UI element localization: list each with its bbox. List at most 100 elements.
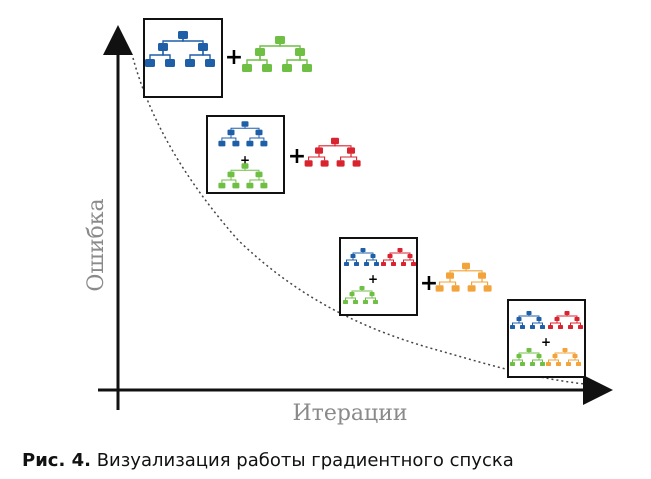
tree-node: [242, 64, 252, 72]
tree-node: [401, 262, 406, 266]
tree-node: [526, 311, 532, 315]
tree-node: [218, 182, 226, 189]
error-curve: [132, 57, 586, 385]
caption-label: Рис. 4.: [22, 450, 91, 471]
tree-node: [373, 300, 378, 304]
x-axis-label: Итерации: [292, 401, 407, 426]
gradient-descent-figure: Ошибка Итерации + + + + + +: [84, 18, 613, 426]
tree-node: [343, 300, 348, 304]
tree-icon: [218, 121, 268, 147]
tree-node: [520, 325, 525, 329]
tree-node: [232, 182, 240, 189]
tree-node: [363, 300, 368, 304]
tree-node: [320, 160, 329, 167]
tree-icon: [510, 311, 545, 329]
tree-node: [516, 354, 522, 358]
tree-node: [145, 59, 155, 67]
tree-node: [510, 362, 515, 366]
figure-caption: Рис. 4. Визуализация работы градиентного…: [22, 450, 514, 471]
tree-icon: [343, 286, 378, 304]
tree-node: [462, 262, 470, 270]
tree-node: [165, 59, 175, 67]
tree-node: [374, 262, 379, 266]
plus-sign: +: [288, 144, 306, 169]
tree-node: [275, 36, 285, 44]
inner-plus-sign: +: [368, 272, 378, 286]
stage-3-box: [339, 237, 418, 316]
tree-node: [554, 317, 560, 321]
tree-node: [241, 121, 249, 127]
tree-node: [562, 348, 568, 352]
stage-2-box: [206, 115, 285, 194]
tree-node: [344, 262, 349, 266]
tree-node: [548, 325, 553, 329]
tree-node: [282, 64, 292, 72]
tree-node: [304, 160, 313, 167]
plus-sign: +: [225, 45, 243, 70]
tree-node: [540, 362, 545, 366]
tree-node: [315, 147, 323, 154]
tree-icon: [145, 31, 215, 67]
tree-node: [295, 48, 305, 56]
tree-node: [536, 354, 542, 358]
tree-icon: [218, 163, 268, 189]
tree-node: [218, 140, 226, 147]
tree-node: [558, 325, 563, 329]
tree-node: [158, 43, 168, 51]
tree-node: [391, 262, 396, 266]
tree-node: [227, 129, 235, 136]
inner-plus-sign: +: [240, 153, 250, 167]
tree-node: [407, 254, 413, 258]
tree-node: [364, 262, 369, 266]
tree-node: [387, 254, 393, 258]
tree-node: [381, 262, 386, 266]
tree-node: [510, 325, 515, 329]
tree-node: [260, 182, 268, 189]
tree-node: [227, 171, 235, 178]
tree-node: [353, 300, 358, 304]
tree-node: [446, 272, 454, 279]
tree-icon: [344, 248, 379, 266]
tree-node: [370, 254, 376, 258]
tree-node: [241, 163, 249, 169]
tree-node: [467, 285, 476, 292]
tree-node: [530, 325, 535, 329]
tree-node: [178, 31, 188, 39]
tree-node: [232, 140, 240, 147]
tree-node: [451, 285, 460, 292]
tree-node: [262, 64, 272, 72]
tree-node: [185, 59, 195, 67]
tree-node: [411, 262, 416, 266]
tree-node: [347, 147, 355, 154]
tree-node: [516, 317, 522, 321]
tree-node: [578, 325, 583, 329]
tree-node: [478, 272, 486, 279]
tree-node: [359, 286, 365, 290]
tree-node: [360, 248, 366, 252]
tree-node: [255, 171, 263, 178]
tree-node: [255, 48, 265, 56]
y-axis-label: Ошибка: [84, 198, 109, 291]
tree-icon: [510, 348, 545, 366]
tree-node: [556, 362, 561, 366]
tree-node: [246, 182, 254, 189]
tree-node: [435, 285, 444, 292]
tree-node: [260, 140, 268, 147]
tree-node: [350, 254, 356, 258]
tree-node: [564, 311, 570, 315]
tree-node: [526, 348, 532, 352]
tree-node: [302, 64, 312, 72]
tree-node: [546, 362, 551, 366]
caption-text: Визуализация работы градиентного спуска: [96, 450, 514, 471]
tree-node: [349, 292, 355, 296]
tree-icon: [548, 311, 583, 329]
inner-plus-sign: +: [541, 335, 551, 349]
tree-node: [536, 317, 542, 321]
tree-node: [352, 160, 361, 167]
tree-node: [246, 140, 254, 147]
tree-icon: [546, 348, 581, 366]
tree-node: [255, 129, 263, 136]
tree-node: [397, 248, 403, 252]
tree-node: [568, 325, 573, 329]
tree-node: [331, 137, 339, 145]
